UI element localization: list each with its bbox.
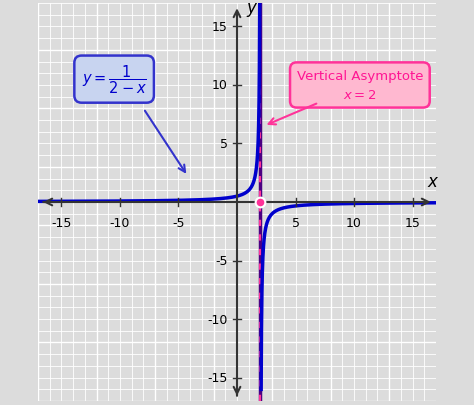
Text: y: y xyxy=(246,0,256,17)
Text: 5: 5 xyxy=(219,138,228,151)
Text: 15: 15 xyxy=(212,21,228,34)
Text: -10: -10 xyxy=(110,217,130,230)
Text: Vertical Asymptote
$x = 2$: Vertical Asymptote $x = 2$ xyxy=(297,70,423,102)
Text: 10: 10 xyxy=(346,217,362,230)
Text: 5: 5 xyxy=(292,217,300,230)
Text: 15: 15 xyxy=(405,217,420,230)
Text: $y = \dfrac{1}{2 - x}$: $y = \dfrac{1}{2 - x}$ xyxy=(82,64,146,96)
Text: -5: -5 xyxy=(172,217,185,230)
Text: 10: 10 xyxy=(212,79,228,92)
Text: -15: -15 xyxy=(207,371,228,384)
Text: x: x xyxy=(428,173,438,191)
Text: -5: -5 xyxy=(215,254,228,267)
Text: -15: -15 xyxy=(51,217,72,230)
Text: -10: -10 xyxy=(207,313,228,326)
